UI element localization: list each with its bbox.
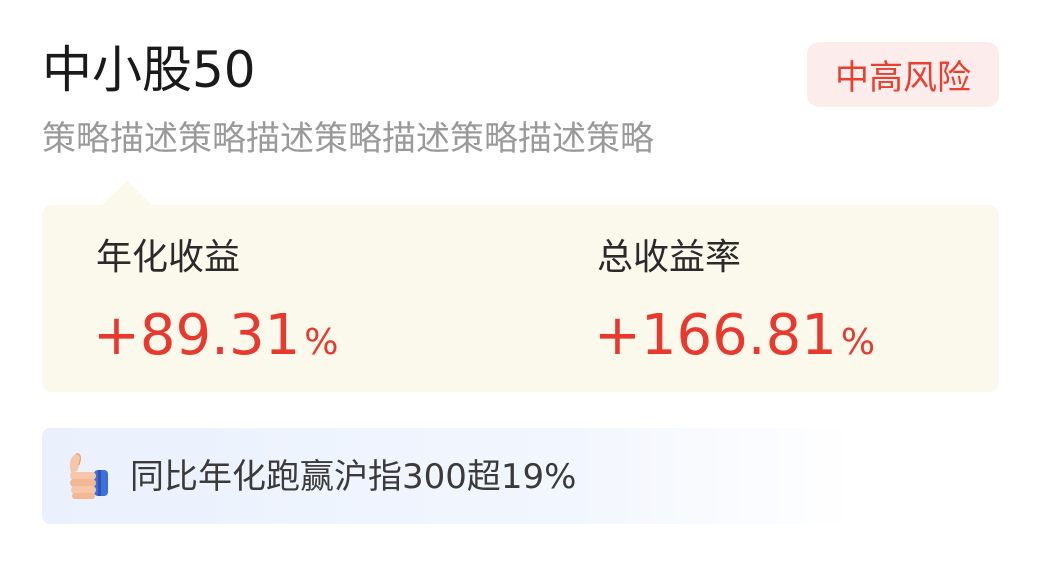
total-return-value: +166.81% <box>594 304 875 368</box>
total-return-label: 总收益率 <box>597 237 742 278</box>
thumbs-up-icon <box>58 448 114 504</box>
annualized-return-value: +89.31% <box>93 304 338 368</box>
metrics-panel <box>42 205 999 392</box>
comparison-text: 同比年化跑赢沪指300超19% <box>130 457 577 497</box>
risk-level-badge: 中高风险 <box>807 42 999 107</box>
comparison-banner <box>42 428 999 524</box>
annualized-return-number: +89.31 <box>93 303 301 368</box>
fund-title: 中小股50 <box>42 41 256 99</box>
total-return-number: +166.81 <box>594 303 837 368</box>
total-return-unit: % <box>840 322 876 363</box>
strategy-description: 策略描述策略描述策略描述策略描述策略 <box>42 119 654 159</box>
annualized-return-unit: % <box>304 322 339 363</box>
callout-pointer <box>101 181 153 206</box>
risk-level-label: 中高风险 <box>835 58 971 98</box>
annualized-return-label: 年化收益 <box>96 237 241 278</box>
